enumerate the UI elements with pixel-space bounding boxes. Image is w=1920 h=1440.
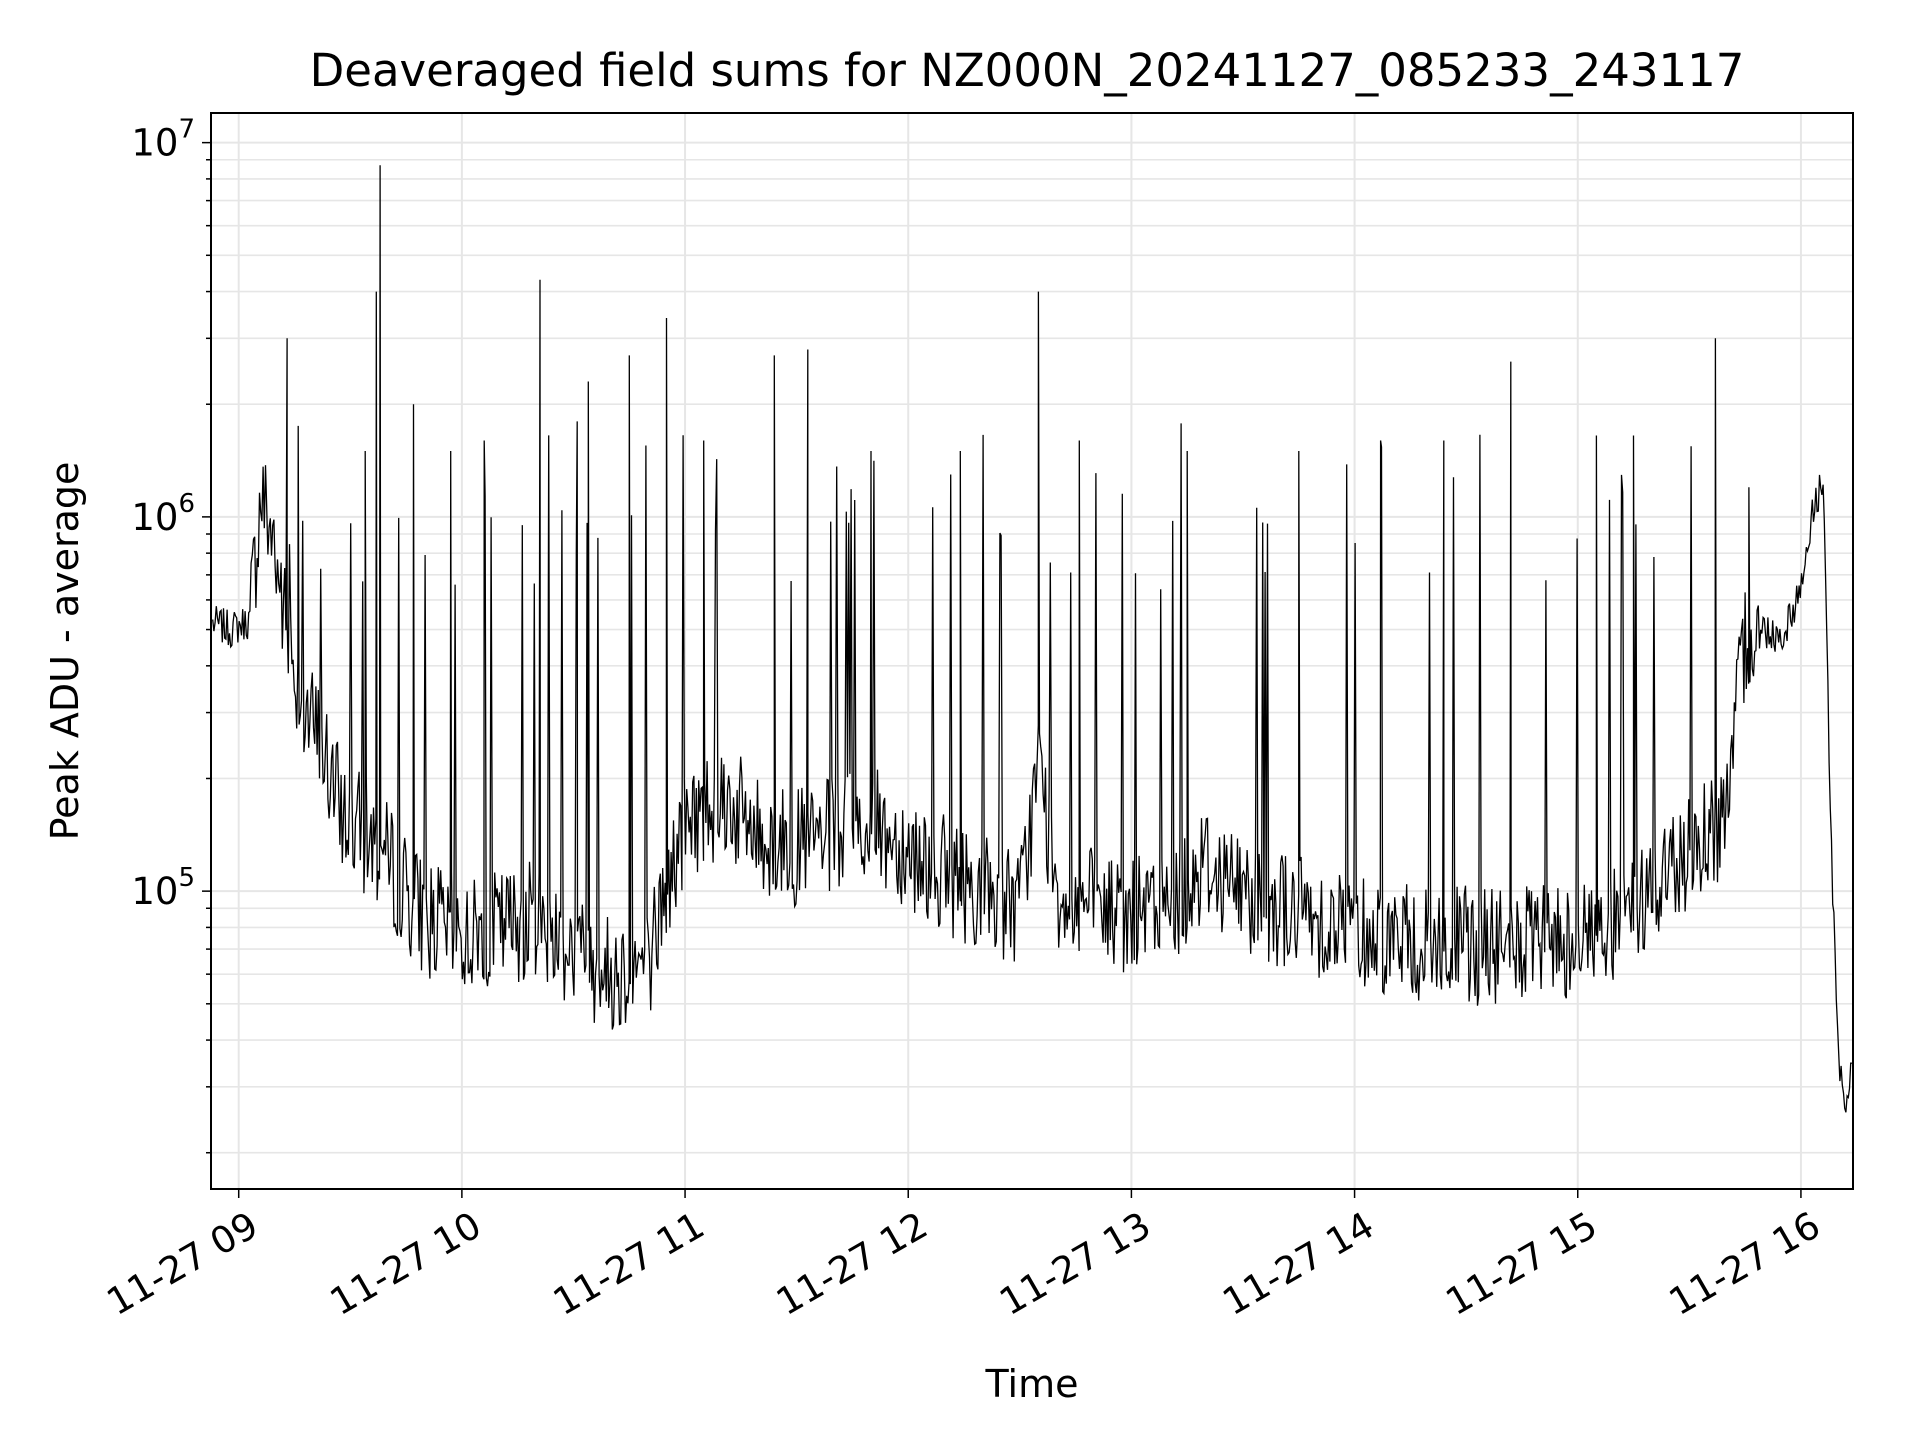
ticks: 105 106 107 11-27 09 11-27 10 11-27 11 11-27 1…	[100, 115, 1828, 1324]
data-line	[212, 165, 1852, 1113]
x-tick-label: 11-27 11	[546, 1204, 712, 1324]
x-tick-label: 11-27 09	[100, 1204, 266, 1324]
x-tick-label: 11-27 14	[1216, 1204, 1382, 1324]
x-tick-label: 11-27 12	[769, 1204, 935, 1324]
y-tick-label: 105	[131, 863, 195, 913]
chart-title: Deaveraged field sums for NZ000N_2024112…	[310, 44, 1745, 97]
x-tick-label: 11-27 10	[323, 1204, 489, 1324]
x-axis-label: Time	[985, 1362, 1079, 1406]
x-tick-label: 11-27 15	[1439, 1204, 1605, 1324]
x-tick-label: 11-27 16	[1662, 1204, 1828, 1324]
y-axis-label: Peak ADU - average	[43, 462, 87, 841]
y-tick-label: 107	[131, 115, 195, 165]
plot-frame	[210, 112, 1854, 1190]
series-line	[212, 165, 1852, 1113]
x-tick-label: 11-27 13	[992, 1204, 1158, 1324]
y-tick-label: 106	[131, 489, 195, 539]
grid	[211, 113, 1853, 1189]
